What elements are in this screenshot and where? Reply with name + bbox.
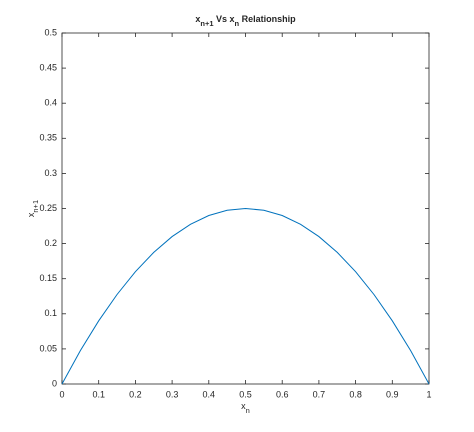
y-tick-label: 0.05 <box>39 343 57 353</box>
x-tick-label: 0.4 <box>203 389 216 399</box>
x-tick-label: 0 <box>59 389 64 399</box>
y-tick-label: 0.5 <box>44 27 57 37</box>
y-tick-label: 0.35 <box>39 133 57 143</box>
x-axis-label: xn <box>241 401 250 415</box>
chart-title-part: n+1 <box>200 19 213 28</box>
chart-title-part: Relationship <box>239 14 296 24</box>
y-tick-label: 0.3 <box>44 168 57 178</box>
y-axis-label-part: n+1 <box>31 200 40 213</box>
x-axis-label-part: n <box>246 406 250 415</box>
chart-title-part: x <box>195 14 200 24</box>
x-tick-label: 0.1 <box>92 389 105 399</box>
y-axis-label-part: x <box>26 212 36 217</box>
data-line <box>61 207 430 385</box>
y-axis-label: xn+1 <box>26 200 40 217</box>
chart-title-part: n <box>235 19 240 28</box>
x-tick-label: 0.8 <box>349 389 362 399</box>
y-tick-label: 0.1 <box>44 308 57 318</box>
y-tick-label: 0.15 <box>39 273 57 283</box>
x-tick-label: 0.9 <box>386 389 399 399</box>
x-axis-label-part: x <box>241 401 246 411</box>
x-tick-label: 0.6 <box>276 389 289 399</box>
x-tick-label: 0.2 <box>129 389 142 399</box>
chart-title: xn+1 Vs xn Relationship <box>195 14 296 28</box>
chart-title-part: Vs x <box>214 14 235 24</box>
y-tick-label: 0.2 <box>44 238 57 248</box>
x-tick-label: 1 <box>426 389 431 399</box>
y-tick-label: 0.25 <box>39 203 57 213</box>
y-tick-label: 0 <box>52 378 57 388</box>
x-tick-label: 0.7 <box>313 389 326 399</box>
x-tick-label: 0.3 <box>166 389 179 399</box>
x-tick-label: 0.5 <box>239 389 252 399</box>
y-tick-label: 0.4 <box>44 98 57 108</box>
y-tick-label: 0.45 <box>39 62 57 72</box>
